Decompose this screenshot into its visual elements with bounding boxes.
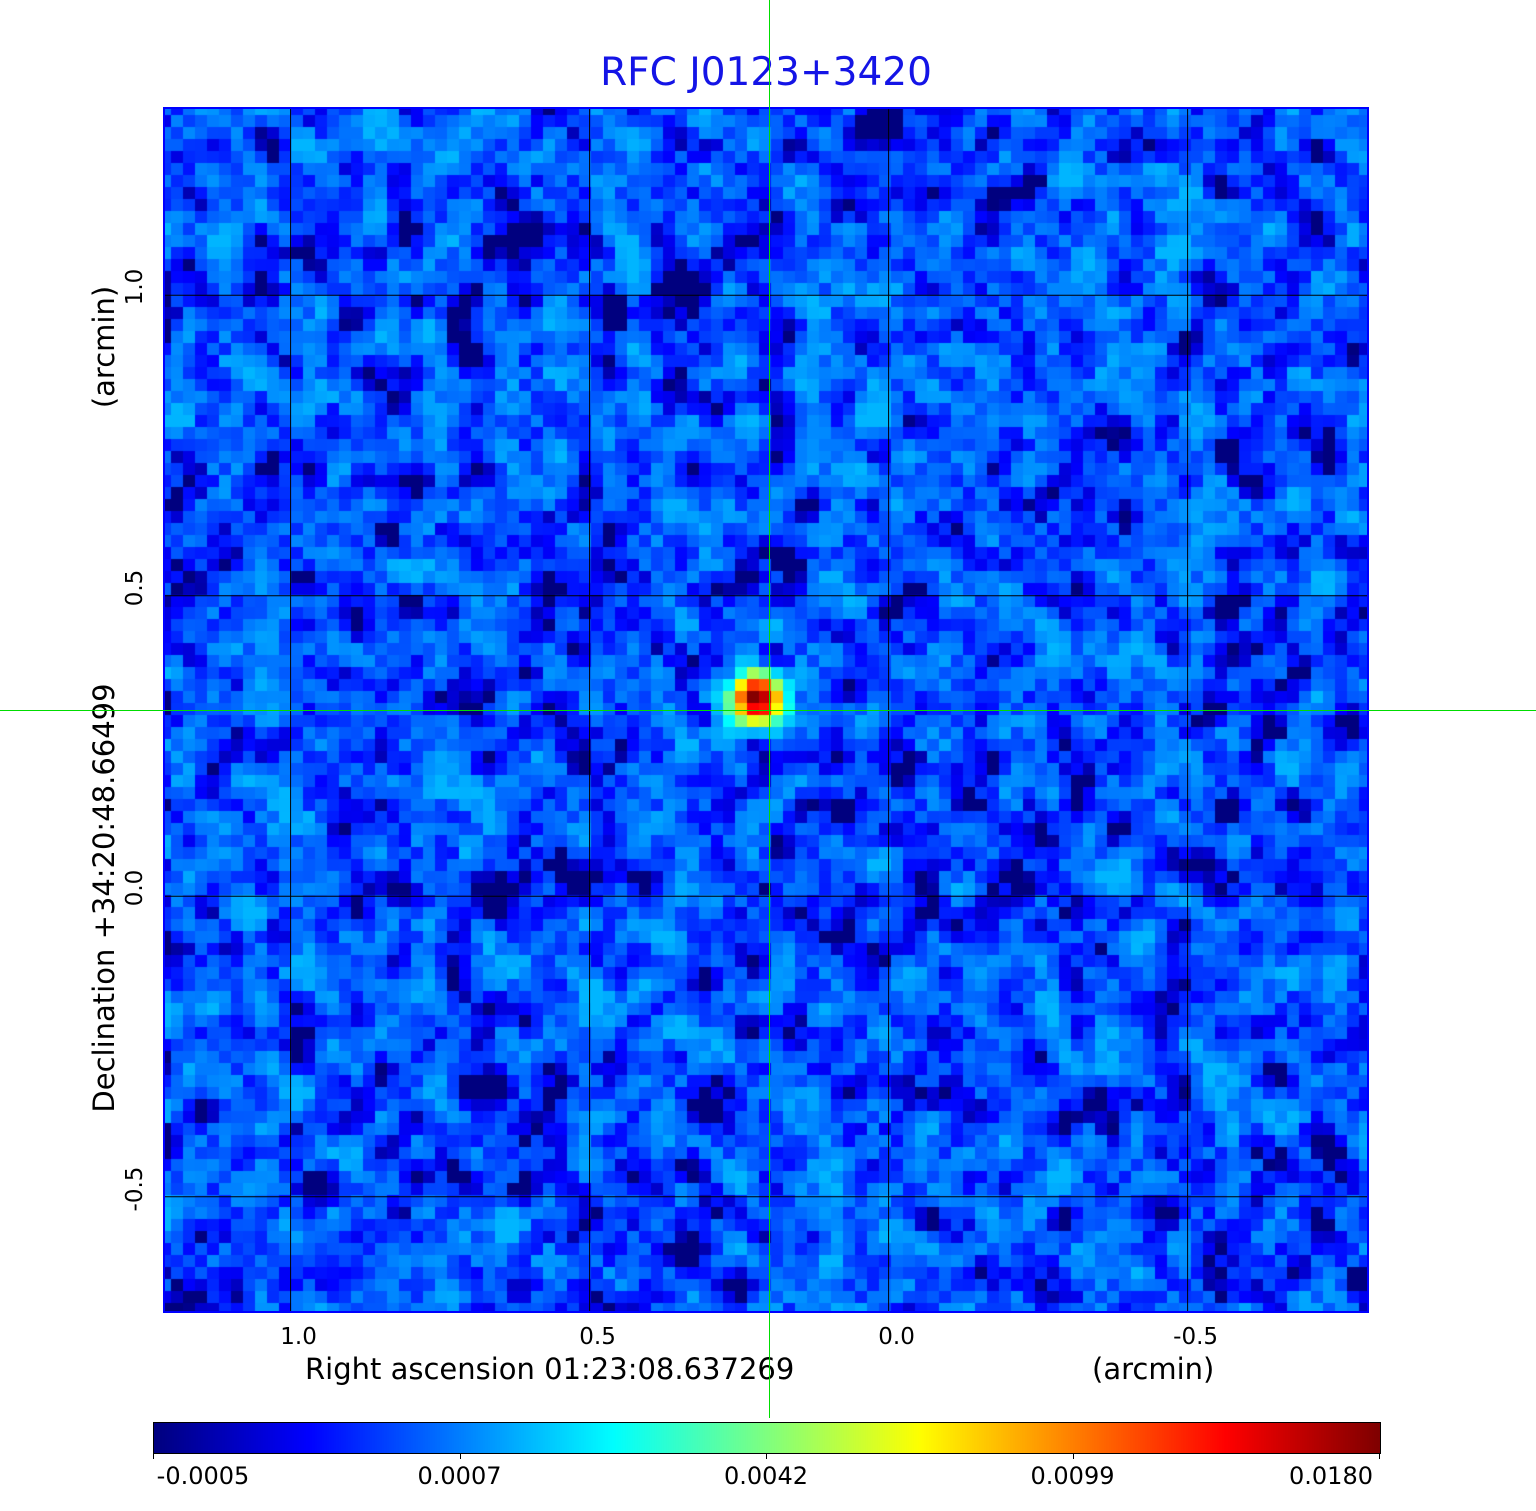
colorbar-tick xyxy=(459,1453,461,1459)
y-axis-label: Declination +34:20:48.66499 xyxy=(87,683,121,1113)
colorbar-tick xyxy=(1379,1453,1380,1459)
colorbar-tick xyxy=(153,1453,154,1459)
y-tick-label: 0.5 xyxy=(122,569,148,607)
y-tick-label: 0.0 xyxy=(122,870,148,907)
colorbar xyxy=(153,1422,1381,1454)
colorbar-tick-label: 0.0042 xyxy=(724,1462,808,1490)
crosshair-horizontal xyxy=(0,710,1536,711)
x-tick-label: -0.5 xyxy=(1173,1324,1219,1350)
colorbar-tick-label: 0.0099 xyxy=(1030,1462,1115,1490)
x-axis-label: Right ascension 01:23:08.637269 xyxy=(305,1352,795,1386)
y-axis-unit: (arcmin) xyxy=(87,285,121,409)
crosshair-vertical xyxy=(769,0,770,1418)
colorbar-tick-label: 0.0007 xyxy=(417,1462,502,1490)
colorbar-tick xyxy=(1072,1453,1074,1459)
x-tick-label: 1.0 xyxy=(280,1324,317,1350)
colorbar-tick-label: -0.0005 xyxy=(156,1462,250,1490)
colorbar-tick-label: 0.0180 xyxy=(1289,1462,1373,1490)
y-tick-label: 1.0 xyxy=(122,269,148,306)
x-tick-label: 0.0 xyxy=(878,1324,915,1350)
colorbar-tick xyxy=(766,1453,767,1459)
x-tick-label: 0.5 xyxy=(579,1324,616,1350)
y-tick-label: -0.5 xyxy=(122,1166,148,1212)
chart-title: RFC J0123+3420 xyxy=(600,50,932,95)
x-axis-unit: (arcmin) xyxy=(1092,1352,1215,1386)
